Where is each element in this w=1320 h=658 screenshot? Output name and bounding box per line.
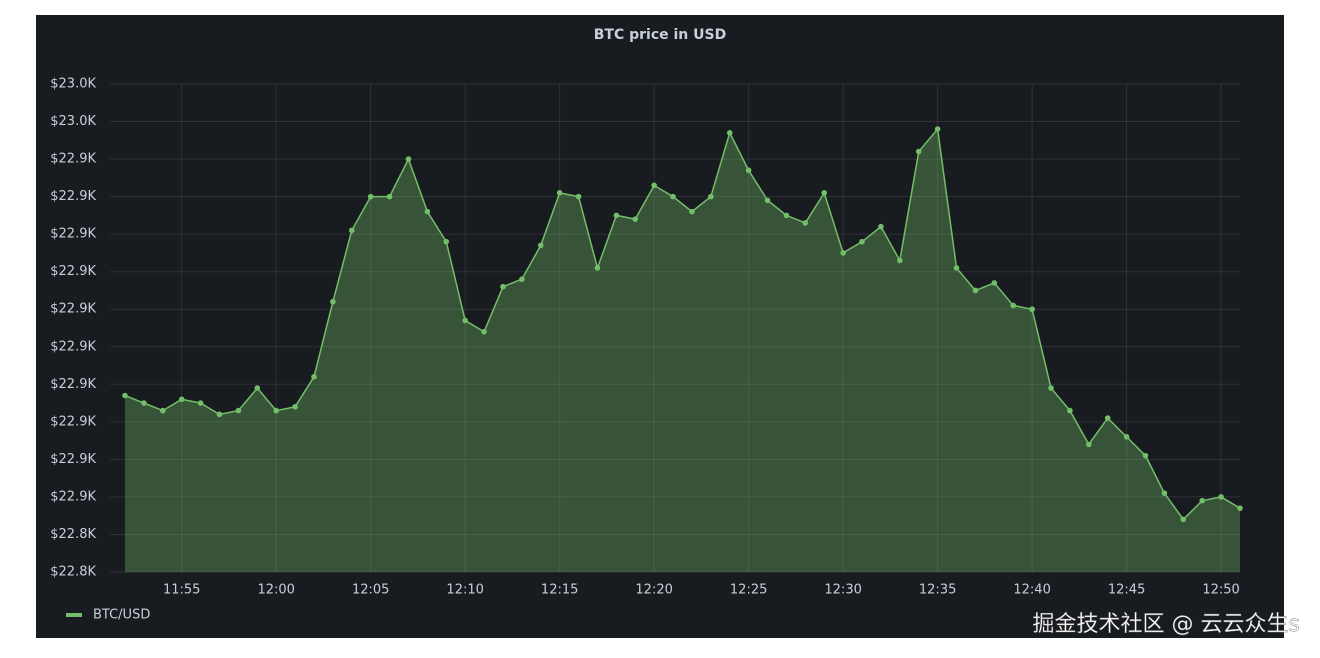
data-point (443, 238, 450, 245)
data-point (537, 242, 544, 249)
data-point (821, 190, 828, 196)
data-point (330, 298, 336, 305)
data-point (1237, 505, 1243, 511)
data-point (159, 407, 166, 414)
x-tick-label: 11:55 (163, 583, 200, 598)
data-point (1199, 497, 1206, 504)
data-point (348, 227, 355, 234)
data-point (1123, 434, 1130, 440)
y-tick-label: $22.9K (50, 302, 96, 317)
data-point (575, 193, 582, 200)
data-point (519, 276, 525, 283)
y-tick-label: $22.9K (50, 489, 96, 504)
data-point (386, 193, 393, 200)
data-point (878, 223, 884, 230)
data-point (122, 392, 128, 399)
data-point (915, 148, 922, 155)
y-tick-label: $23.0K (50, 77, 96, 92)
data-point (1161, 490, 1168, 496)
y-tick-label: $22.9K (50, 414, 96, 429)
data-point (934, 126, 941, 132)
data-point (1142, 452, 1149, 459)
data-point (840, 250, 846, 256)
y-tick-label: $22.8K (50, 527, 96, 542)
y-tick-label: $22.9K (50, 227, 96, 242)
y-tick-label: $23.0K (50, 114, 96, 129)
series-line (124, 127, 1241, 521)
y-tick-label: $22.9K (50, 152, 96, 167)
data-point (424, 208, 431, 215)
x-tick-label: 12:05 (352, 583, 389, 598)
x-tick-label: 12:35 (919, 583, 956, 598)
data-point (197, 400, 204, 406)
legend-label[interactable]: BTC/USD (93, 608, 150, 623)
data-point (1104, 415, 1111, 421)
data-point (594, 265, 601, 271)
data-point (216, 411, 223, 418)
data-point (783, 212, 790, 219)
x-tick-label: 12:30 (824, 583, 861, 598)
y-tick-label: $22.9K (50, 452, 96, 467)
data-point (1180, 516, 1187, 523)
x-tick-label: 12:00 (257, 583, 294, 598)
data-point (178, 396, 185, 403)
x-tick-label: 12:40 (1013, 583, 1050, 598)
data-point (764, 197, 771, 204)
y-tick-label: $22.9K (50, 377, 96, 392)
data-point (651, 182, 657, 189)
data-point (235, 407, 242, 414)
area-fill (125, 129, 1240, 573)
y-tick-label: $22.9K (50, 189, 96, 204)
data-point (689, 208, 695, 215)
data-point (613, 212, 620, 219)
data-point (292, 404, 298, 410)
data-point (273, 407, 279, 414)
panel (36, 15, 1284, 638)
x-tick-label: 12:45 (1108, 583, 1145, 598)
data-point (1067, 407, 1073, 414)
data-point (972, 287, 979, 294)
data-point (367, 193, 374, 200)
x-tick-label: 12:15 (541, 583, 578, 598)
data-point (1086, 441, 1092, 448)
data-point (1048, 385, 1054, 391)
data-point (991, 280, 998, 286)
data-point (1218, 494, 1224, 500)
x-tick-label: 12:25 (730, 583, 767, 598)
data-point (500, 283, 506, 290)
data-point (708, 193, 714, 200)
data-point (141, 400, 147, 406)
panel-title: BTC price in USD (594, 27, 726, 43)
data-point (726, 130, 733, 136)
data-point (670, 193, 676, 200)
watermark: 掘金技术社区 @ 云云众生s (1033, 612, 1300, 637)
data-point (1010, 302, 1017, 309)
x-tick-label: 12:50 (1202, 583, 1239, 598)
data-point (481, 328, 487, 335)
data-point (311, 374, 317, 380)
data-point (745, 167, 752, 174)
data-point (897, 257, 903, 264)
data-point (556, 190, 563, 196)
data-point (462, 317, 468, 324)
data-point (1029, 306, 1035, 313)
data-point (632, 216, 639, 222)
y-tick-label: $22.8K (50, 565, 96, 580)
x-tick-label: 12:10 (446, 583, 483, 598)
y-tick-label: $22.9K (50, 339, 96, 354)
x-tick-label: 12:20 (635, 583, 672, 598)
data-point (405, 156, 412, 162)
data-point (859, 238, 865, 245)
y-tick-label: $22.9K (50, 264, 96, 279)
data-point (254, 385, 261, 391)
data-point (953, 265, 960, 271)
data-point (802, 220, 809, 226)
